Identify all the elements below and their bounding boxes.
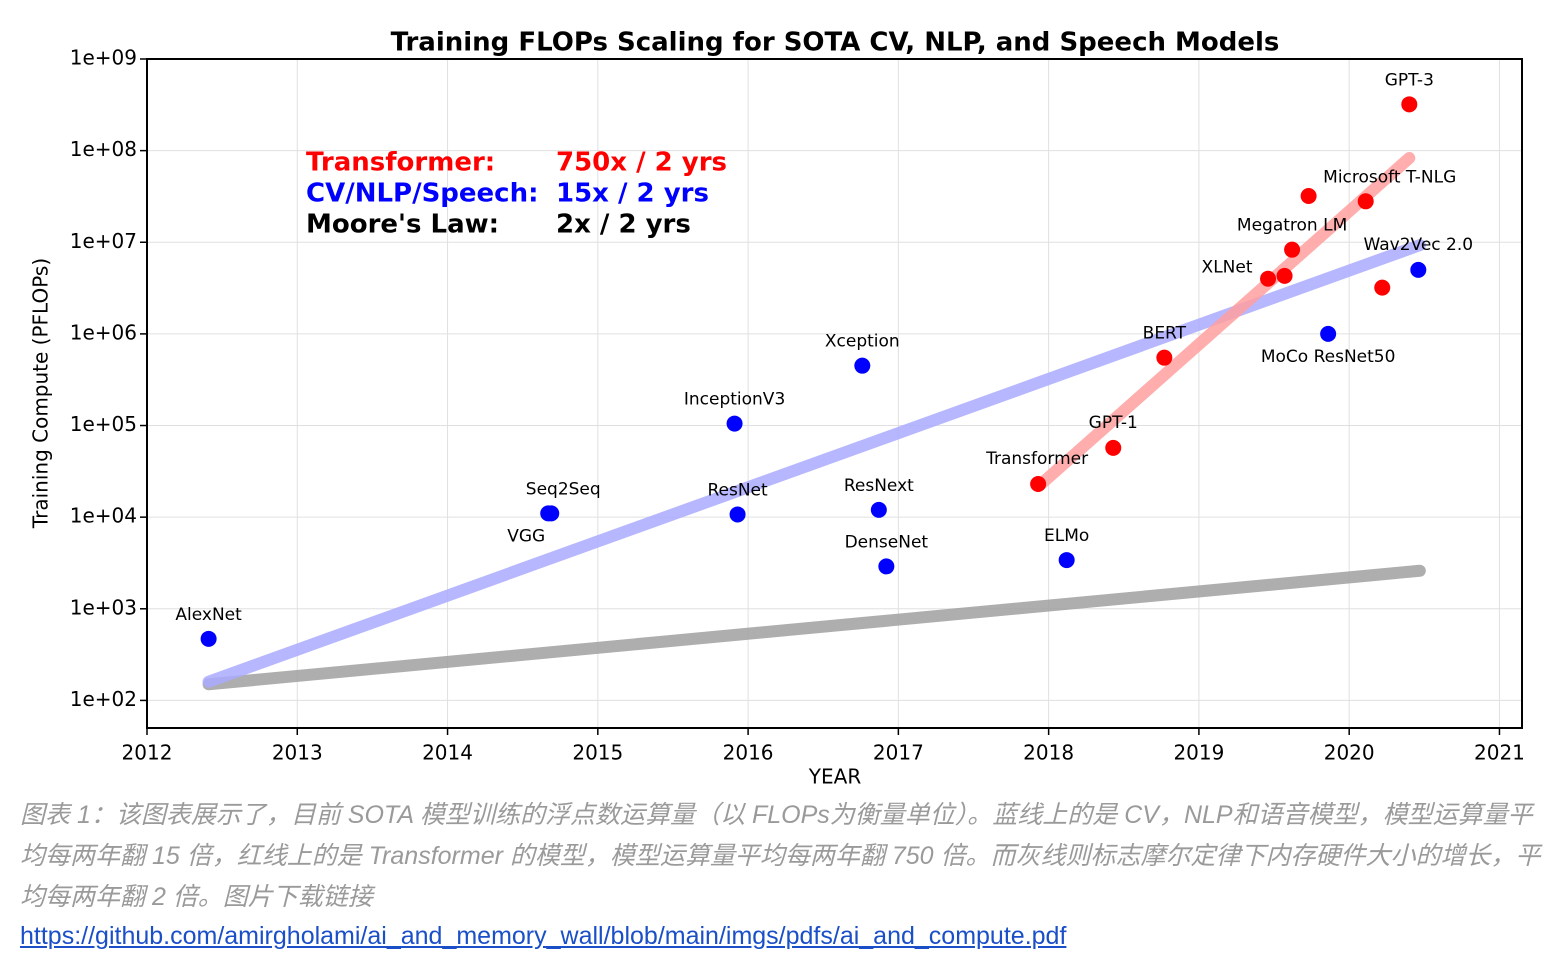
data-point: [854, 357, 871, 374]
y-tick-label: 1e+04: [70, 504, 137, 528]
point-label: XLNet: [1202, 258, 1253, 278]
point-label: ELMo: [1044, 526, 1089, 546]
plot-frame: [146, 58, 1523, 729]
y-tick-label: 1e+05: [70, 412, 137, 436]
point-label: AlexNet: [175, 605, 242, 625]
caption: 图表 1：该图表展示了，目前 SOTA 模型训练的浮点数运算量（以 FLOPs为…: [20, 801, 1541, 911]
trend-line: [1035, 152, 1416, 491]
trend-line: [202, 239, 1426, 688]
x-axis-label: YEAR: [808, 765, 862, 789]
data-point: [1105, 439, 1122, 456]
y-tick-label: 1e+09: [70, 46, 137, 70]
point-label: Microsoft T-NLG: [1323, 167, 1456, 187]
x-tick-label: 2018: [1023, 741, 1074, 765]
point-label: Xception: [825, 332, 900, 352]
point-label: Transformer: [985, 449, 1088, 469]
x-tick-label: 2015: [572, 741, 623, 765]
data-point: [729, 506, 746, 523]
data-point: [1276, 267, 1293, 284]
data-point: [1357, 193, 1374, 210]
point-label: Seq2Seq: [526, 479, 601, 499]
x-tick-label: 2017: [873, 741, 924, 765]
data-point: [200, 630, 217, 647]
x-tick-label: 2013: [272, 741, 323, 765]
point-label: GPT-3: [1385, 70, 1434, 90]
annotation-label: Moore's Law:: [306, 210, 499, 240]
point-label: ResNet: [707, 480, 768, 500]
y-tick-label: 1e+06: [70, 320, 137, 344]
data-point: [1300, 187, 1317, 204]
point-label: DenseNet: [845, 532, 929, 552]
x-tick-label: 2012: [122, 741, 173, 765]
point-label: ResNext: [844, 476, 914, 496]
annotation-label: CV/NLP/Speech:: [306, 179, 539, 209]
data-point: [1401, 96, 1418, 113]
data-point: [1030, 476, 1047, 493]
y-axis-label: Training Compute (PFLOPs): [29, 258, 53, 529]
data-point: [870, 501, 887, 518]
annotation-rate: 750x / 2 yrs: [556, 148, 727, 178]
x-tick-label: 2016: [723, 741, 774, 765]
download-link[interactable]: https://github.com/amirgholami/ai_and_me…: [20, 922, 1067, 950]
point-label: GPT-1: [1089, 413, 1138, 433]
data-point: [1374, 279, 1391, 296]
point-label: Megatron LM: [1237, 216, 1347, 236]
y-tick-label: 1e+03: [70, 595, 137, 619]
x-tick-label: 2014: [422, 741, 473, 765]
x-tick-label: 2020: [1324, 741, 1375, 765]
chart: Training FLOPs Scaling for SOTA CV, NLP,…: [29, 28, 1525, 789]
data-point: [726, 415, 743, 432]
annotation-rate: 2x / 2 yrs: [556, 210, 691, 240]
y-tick-label: 1e+07: [70, 229, 137, 253]
point-label: MoCo ResNet50: [1261, 347, 1396, 367]
data-point: [1156, 349, 1173, 366]
point-label: BERT: [1143, 324, 1187, 344]
x-tick-label: 2021: [1474, 741, 1525, 765]
data-point: [1410, 261, 1427, 278]
data-point: [1058, 552, 1075, 569]
data-point: [543, 505, 560, 522]
point-label: VGG: [507, 526, 545, 546]
data-point: [1284, 241, 1301, 258]
y-tick-label: 1e+08: [70, 137, 137, 161]
annotation-label: Transformer:: [306, 148, 495, 178]
point-label: InceptionV3: [684, 390, 785, 410]
point-label: Wav2Vec 2.0: [1364, 235, 1474, 255]
data-point: [878, 558, 895, 575]
data-point: [1260, 270, 1277, 287]
annotation-rate: 15x / 2 yrs: [556, 179, 709, 209]
y-tick-label: 1e+02: [70, 687, 137, 711]
data-point: [1320, 325, 1337, 342]
chart-title: Training FLOPs Scaling for SOTA CV, NLP,…: [391, 28, 1280, 58]
x-tick-label: 2019: [1173, 741, 1224, 765]
trend-line: [202, 564, 1426, 691]
